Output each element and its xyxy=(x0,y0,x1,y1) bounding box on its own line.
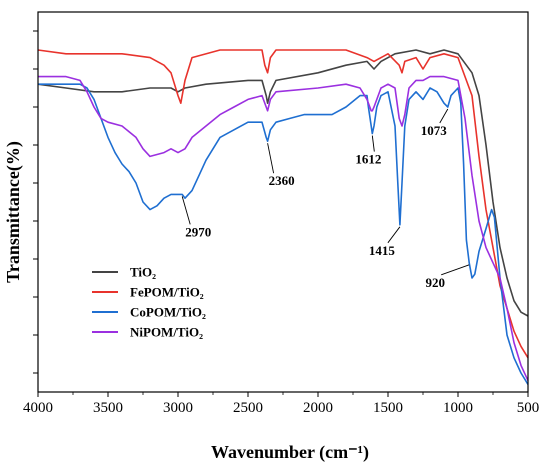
legend-label-1: FePOM/TiO₂ xyxy=(130,285,204,300)
series-line-2 xyxy=(38,83,529,385)
legend: TiO₂ FePOM/TiO₂ CoPOM/TiO₂ NiPOM/TiO₂ xyxy=(92,265,206,340)
x-tick-label-3: 2500 xyxy=(233,400,263,416)
x-tick-label-4: 2000 xyxy=(303,400,333,416)
x-tick-label-2: 3000 xyxy=(163,400,193,416)
x-tick-label-0: 4000 xyxy=(23,400,53,416)
legend-label-2: CoPOM/TiO₂ xyxy=(130,305,206,320)
series-line-3 xyxy=(38,75,529,381)
x-tick-label-7: 500 xyxy=(517,400,540,416)
annotation-line-2 xyxy=(371,135,375,152)
annotation-label-5: 920 xyxy=(425,275,445,290)
annotation-line-0 xyxy=(181,196,191,225)
annotation-label-2: 1612 xyxy=(355,152,381,167)
annotation-label-3: 1415 xyxy=(369,243,396,258)
series-line-1 xyxy=(37,49,529,359)
annotation-label-0: 2970 xyxy=(185,224,211,239)
x-tick-label-6: 1000 xyxy=(443,400,473,416)
legend-label-3: NiPOM/TiO₂ xyxy=(130,325,203,340)
y-axis-ticks xyxy=(33,30,38,374)
annotation-line-5 xyxy=(441,264,470,276)
annotation-label-1: 2360 xyxy=(269,173,295,188)
annotation-line-3 xyxy=(387,226,401,244)
plot-frame xyxy=(37,11,529,393)
x-tick-label-5: 1500 xyxy=(373,400,403,416)
annotation-label-4: 1073 xyxy=(421,123,448,138)
annotation-line-1 xyxy=(267,143,275,174)
x-axis-title: Wavenumber (cm⁻¹) xyxy=(211,442,369,463)
annotation-line-4 xyxy=(439,108,449,124)
series-line-0 xyxy=(37,49,529,317)
x-tick-label-1: 3500 xyxy=(93,400,123,416)
y-axis-title: Transmittance(%) xyxy=(3,141,24,283)
legend-label-0: TiO₂ xyxy=(130,265,156,280)
x-axis-ticks: 4000 3500 3000 2500 2000 1500 1000 500 xyxy=(23,392,539,416)
plot-lines xyxy=(37,49,529,385)
annotations: 2970 2360 1612 1415 1073 920 xyxy=(181,108,470,290)
